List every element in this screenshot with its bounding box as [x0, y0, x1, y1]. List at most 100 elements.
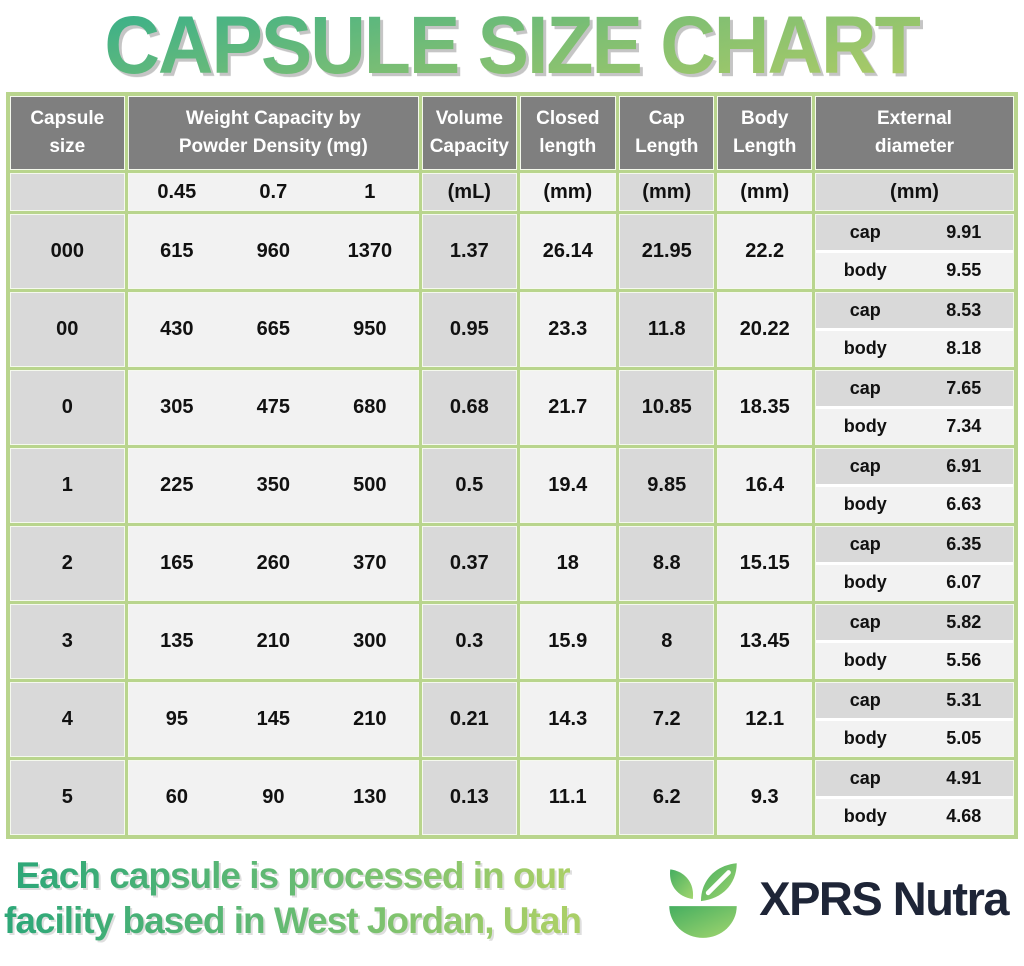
weight-1-value: 1370 — [347, 240, 393, 262]
external-diameter-cell: cap 8.53 body 8.18 — [815, 293, 1013, 366]
header-external-diameter: External diameter — [815, 97, 1013, 169]
ext-cap-value: 6.91 — [946, 456, 982, 476]
units-cap-length: (mm) — [620, 174, 714, 210]
external-diameter-cell: cap 6.91 body 6.63 — [815, 449, 1013, 522]
closed-length-cell: 18 — [520, 527, 616, 600]
capsule-size-cell: 00 — [11, 293, 124, 366]
ext-body-label: body — [843, 728, 887, 748]
ext-body-label: body — [843, 806, 887, 826]
weight-045-value: 615 — [160, 240, 194, 262]
ext-body-value: 6.63 — [946, 494, 982, 514]
ext-body-band: body 9.55 — [815, 253, 1013, 288]
external-diameter-cell: cap 4.91 body 4.68 — [815, 761, 1013, 834]
volume-capacity-cell: 0.37 — [423, 527, 516, 600]
ext-body-label: body — [843, 338, 887, 358]
header-closed-length: Closed length — [520, 97, 616, 169]
weight-capacity-cell: 225 350 500 — [128, 449, 419, 522]
volume-capacity-cell: 0.95 — [423, 293, 516, 366]
table-row: 3 135 210 300 0.3 15.9 8 13.45 cap 5.82 … — [11, 605, 1013, 678]
volume-capacity-cell: 0.3 — [423, 605, 516, 678]
cap-length-cell: 6.2 — [620, 761, 714, 834]
weight-07-value: 350 — [256, 474, 291, 496]
ext-body-band: body 5.56 — [815, 643, 1013, 678]
capsule-size-cell: 3 — [11, 605, 124, 678]
weight-capacity-cell: 615 960 1370 — [128, 215, 419, 288]
table-row: 00 430 665 950 0.95 23.3 11.8 20.22 cap … — [11, 293, 1013, 366]
table-row: 2 165 260 370 0.37 18 8.8 15.15 cap 6.35… — [11, 527, 1013, 600]
ext-cap-band: cap 9.91 — [815, 215, 1013, 250]
weight-07-value: 475 — [256, 396, 291, 418]
weight-07-value: 145 — [256, 708, 291, 730]
header-row: Capsule size Weight Capacity by Powder D… — [11, 97, 1013, 169]
ext-body-band: body 5.05 — [815, 721, 1013, 756]
ext-cap-band: cap 8.53 — [815, 293, 1013, 328]
weight-1-value: 210 — [353, 708, 387, 730]
cap-length-cell: 7.2 — [620, 683, 714, 756]
body-length-cell: 9.3 — [718, 761, 811, 834]
table-row: 000 615 960 1370 1.37 26.14 21.95 22.2 c… — [11, 215, 1013, 288]
leaf-bowl-icon — [669, 863, 737, 938]
table-row: 1 225 350 500 0.5 19.4 9.85 16.4 cap 6.9… — [11, 449, 1013, 522]
capsule-size-cell: 000 — [11, 215, 124, 288]
closed-length-cell: 26.14 — [520, 215, 616, 288]
ext-cap-label: cap — [849, 534, 881, 554]
ext-body-value: 8.18 — [946, 338, 982, 358]
ext-cap-label: cap — [849, 768, 881, 788]
units-body-length: (mm) — [718, 174, 811, 210]
ext-body-value: 5.56 — [946, 650, 982, 670]
units-capsule-size — [11, 174, 124, 210]
weight-07-value: 960 — [256, 240, 291, 262]
ext-body-value: 7.34 — [946, 416, 982, 436]
capsule-size-table: Capsule size Weight Capacity by Powder D… — [6, 92, 1018, 839]
weight-045-value: 95 — [165, 708, 188, 730]
external-diameter-cell: cap 6.35 body 6.07 — [815, 527, 1013, 600]
weight-045-value: 430 — [160, 318, 194, 340]
ext-cap-band: cap 4.91 — [815, 761, 1013, 796]
units-closed-length: (mm) — [520, 174, 616, 210]
volume-capacity-cell: 0.13 — [423, 761, 516, 834]
table-row: 0 305 475 680 0.68 21.7 10.85 18.35 cap … — [11, 371, 1013, 444]
external-diameter-cell: cap 5.31 body 5.05 — [815, 683, 1013, 756]
weight-07-value: 665 — [256, 318, 291, 340]
weight-capacity-cell: 95 145 210 — [128, 683, 419, 756]
header-volume-capacity: Volume Capacity — [423, 97, 516, 169]
cap-length-cell: 11.8 — [620, 293, 714, 366]
weight-1-value: 370 — [353, 552, 387, 574]
volume-capacity-cell: 1.37 — [423, 215, 516, 288]
units-volume: (mL) — [423, 174, 516, 210]
weight-capacity-cell: 430 665 950 — [128, 293, 419, 366]
weight-07-value: 210 — [256, 630, 291, 652]
weight-capacity-cell: 165 260 370 — [128, 527, 419, 600]
units-row: 0.45 0.7 1 (mL) (mm) (mm) (mm) (mm) — [11, 174, 1013, 210]
weight-045-value: 60 — [165, 786, 188, 808]
weight-045-value: 165 — [160, 552, 194, 574]
ext-body-label: body — [843, 572, 887, 592]
ext-cap-value: 9.91 — [946, 222, 982, 242]
ext-cap-band: cap 5.82 — [815, 605, 1013, 640]
external-diameter-cell: cap 9.91 body 9.55 — [815, 215, 1013, 288]
cap-length-cell: 8.8 — [620, 527, 714, 600]
ext-cap-value: 7.65 — [946, 378, 982, 398]
table-row: 5 60 90 130 0.13 11.1 6.2 9.3 cap 4.91 b… — [11, 761, 1013, 834]
ext-cap-label: cap — [849, 300, 881, 320]
closed-length-cell: 15.9 — [520, 605, 616, 678]
volume-capacity-cell: 0.5 — [423, 449, 516, 522]
ext-body-value: 4.68 — [946, 806, 982, 826]
closed-length-cell: 19.4 — [520, 449, 616, 522]
units-densities: 0.45 0.7 1 — [128, 174, 419, 210]
ext-cap-label: cap — [849, 690, 881, 710]
header-capsule-size: Capsule size — [11, 97, 124, 169]
weight-1-value: 300 — [353, 630, 387, 652]
ext-cap-label: cap — [849, 456, 881, 476]
ext-cap-value: 5.82 — [946, 612, 982, 632]
ext-cap-band: cap 7.65 — [815, 371, 1013, 406]
body-length-cell: 22.2 — [718, 215, 811, 288]
weight-1-value: 680 — [353, 396, 387, 418]
ext-body-label: body — [843, 494, 887, 514]
ext-body-band: body 7.34 — [815, 409, 1013, 444]
weight-capacity-cell: 135 210 300 — [128, 605, 419, 678]
weight-045-value: 225 — [160, 474, 194, 496]
ext-cap-label: cap — [849, 222, 881, 242]
body-length-cell: 12.1 — [718, 683, 811, 756]
header-body-length: Body Length — [718, 97, 811, 169]
